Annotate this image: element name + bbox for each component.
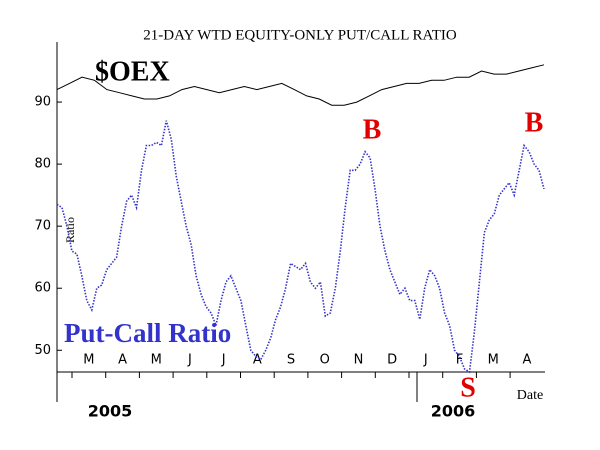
y-tick-label: 50 <box>34 343 51 358</box>
x-tick-label: M <box>488 353 499 368</box>
x-tick-label: A <box>522 353 531 368</box>
annotation: Put-Call Ratio <box>64 318 231 348</box>
annotation: $OEX <box>95 56 170 87</box>
x-tick-label: J <box>221 353 226 368</box>
chart-title: 21-DAY WTD EQUITY-ONLY PUT/CALL RATIO <box>143 27 457 43</box>
annotation: B <box>363 114 382 145</box>
x-tick-label: O <box>320 353 330 368</box>
x-axis-label: Date <box>517 388 543 403</box>
year-label: 2005 <box>88 402 133 421</box>
y-tick-label: 60 <box>34 281 51 296</box>
x-tick-label: S <box>287 353 295 368</box>
y-tick-label: 90 <box>34 95 51 110</box>
series-line <box>56 120 545 374</box>
x-tick-label: M <box>151 353 162 368</box>
x-tick-label: M <box>83 353 94 368</box>
y-tick-label: 70 <box>34 219 51 234</box>
y-axis-label: Ratio <box>63 217 77 243</box>
x-tick-label: N <box>354 353 364 368</box>
series-line <box>56 64 545 106</box>
x-tick-label: F <box>456 353 463 368</box>
x-tick-label: J <box>423 353 428 368</box>
year-label: 2006 <box>431 402 476 421</box>
x-tick-label: A <box>253 353 262 368</box>
x-tick-label: J <box>187 353 192 368</box>
y-tick-label: 80 <box>34 157 51 172</box>
x-tick-label: A <box>118 353 127 368</box>
x-tick-label: D <box>387 353 397 368</box>
annotation: B <box>525 107 544 138</box>
annotation: S <box>460 372 476 403</box>
